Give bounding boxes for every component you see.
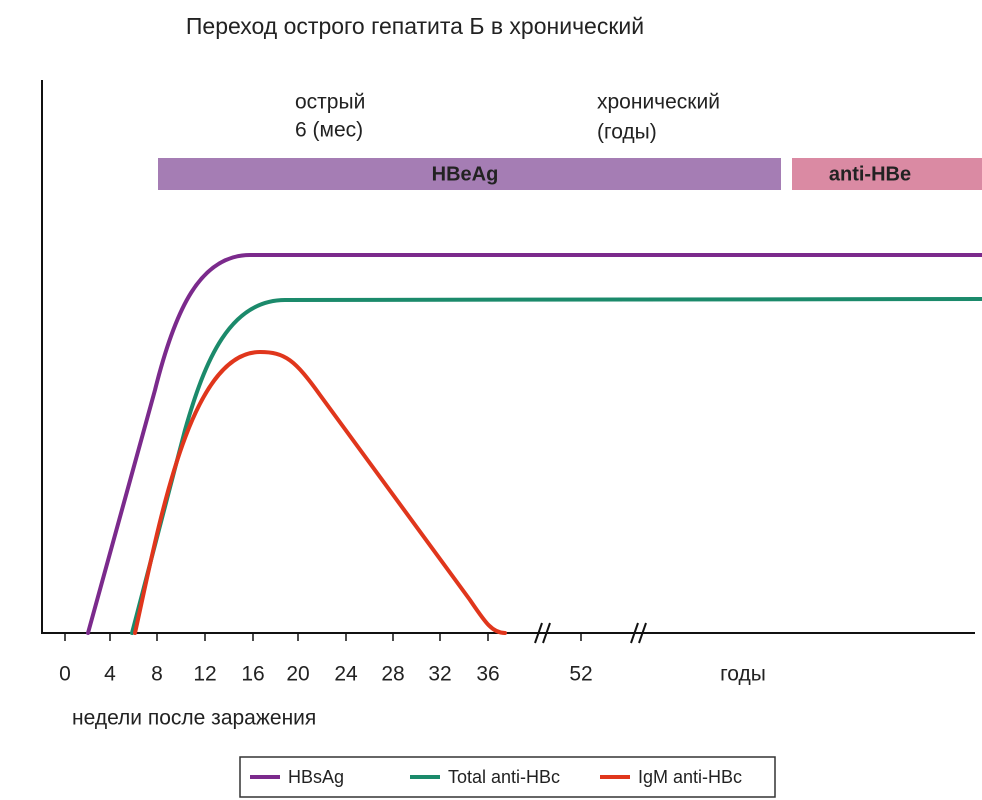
x-years-label: годы — [720, 663, 766, 686]
hbsag-curve — [86, 253, 982, 635]
x-axis-label: недели после заражения — [72, 707, 316, 730]
band-label: HBeAg — [432, 163, 499, 185]
axis-break — [534, 622, 647, 644]
x-tick-label: 52 — [569, 663, 592, 686]
chart-title: Переход острого гепатита Б в хронический — [186, 13, 644, 39]
total-anti-hbc-curve — [130, 297, 982, 635]
legend-label: HBsAg — [288, 767, 344, 787]
x-tick-label: 4 — [104, 663, 116, 686]
legend — [239, 756, 776, 798]
band — [792, 158, 982, 190]
x-tick-label: 20 — [286, 663, 309, 686]
x-tick-label: 8 — [151, 663, 163, 686]
phase-label: хронический — [597, 91, 720, 114]
x-tick-label: 12 — [193, 663, 216, 686]
band-label: anti-HBe — [829, 163, 911, 185]
x-tick-label: 28 — [381, 663, 404, 686]
x-tick-label: 32 — [428, 663, 451, 686]
x-tick-label: 0 — [59, 663, 71, 686]
x-tick-label: 24 — [334, 663, 358, 686]
x-tick-label: 36 — [476, 663, 499, 686]
band — [158, 158, 781, 190]
phase-sublabel: 6 (мес) — [295, 119, 363, 142]
phase-label: острый — [295, 91, 365, 114]
legend-label: Total anti-HBc — [448, 767, 560, 787]
legend-label: IgM anti-HBc — [638, 767, 742, 787]
igm-anti-hbc-curve — [133, 349, 507, 635]
x-tick-label: 16 — [241, 663, 264, 686]
phase-sublabel: (годы) — [597, 121, 657, 144]
